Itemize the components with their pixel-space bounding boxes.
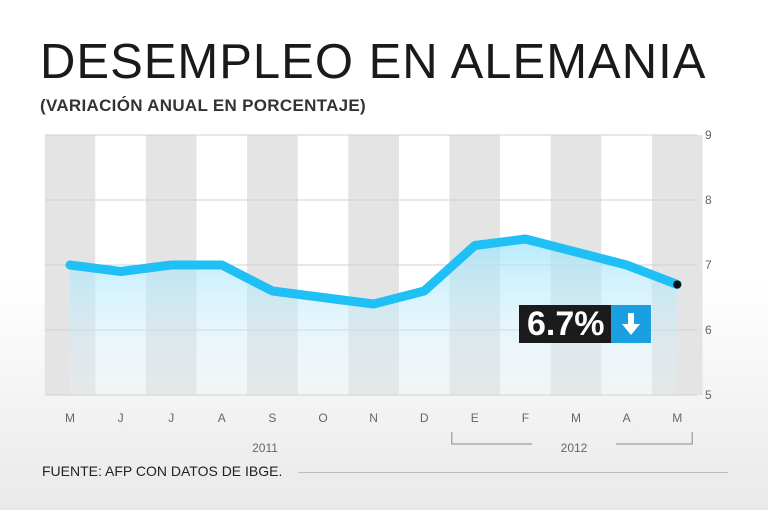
x-tick-label: M: [672, 411, 682, 425]
year-label-2011: 2011: [252, 441, 278, 455]
x-tick-label: D: [420, 411, 429, 425]
x-tick-label: O: [318, 411, 327, 425]
x-tick-label: F: [522, 411, 529, 425]
latest-value-label: 6.7%: [519, 305, 611, 343]
chart-subtitle: (VARIACIÓN ANUAL EN PORCENTAJE): [40, 96, 367, 115]
latest-data-point: [673, 280, 682, 289]
latest-value-badge: 6.7%: [519, 305, 651, 343]
data-point: [269, 288, 275, 294]
source-note: FUENTE: AFP CON DATOS DE IBGE.: [42, 463, 283, 479]
data-point: [522, 236, 528, 242]
x-tick-label: N: [369, 411, 378, 425]
data-point: [573, 249, 579, 255]
chart-title: DESEMPLEO EN ALEMANIA: [40, 35, 707, 89]
y-tick-label: 6: [705, 323, 712, 337]
data-point: [168, 262, 174, 268]
series-area: [70, 239, 678, 395]
data-point: [320, 295, 326, 301]
y-tick-label: 8: [705, 193, 712, 207]
y-tick-label: 5: [705, 388, 712, 402]
data-point: [624, 262, 630, 268]
data-point: [118, 269, 124, 275]
x-tick-label: M: [571, 411, 581, 425]
x-tick-label: M: [65, 411, 75, 425]
data-point: [421, 288, 427, 294]
y-tick-label: 9: [705, 128, 712, 142]
source-divider: [298, 472, 728, 473]
x-tick-label: J: [118, 411, 124, 425]
y-tick-label: 7: [705, 258, 712, 272]
x-tick-label: A: [218, 411, 226, 425]
data-point: [472, 243, 478, 249]
arrow-down-icon: [610, 305, 651, 343]
data-point: [67, 262, 73, 268]
x-tick-label: E: [471, 411, 479, 425]
x-tick-label: J: [168, 411, 174, 425]
year-label-2012: 2012: [561, 441, 588, 455]
series-line: [65, 234, 682, 309]
data-point: [371, 301, 377, 307]
data-point: [219, 262, 225, 268]
x-tick-label: S: [268, 411, 276, 425]
year-bracket-2012: [451, 432, 693, 445]
x-tick-label: A: [623, 411, 631, 425]
